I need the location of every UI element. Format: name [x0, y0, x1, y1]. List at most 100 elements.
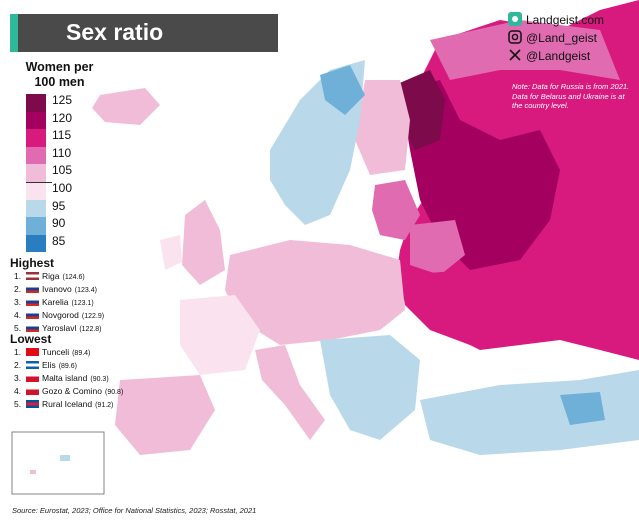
rank-row: 4. Novgorod (122.9) [14, 310, 104, 320]
lowest-heading: Lowest [10, 332, 52, 346]
rank-row: 5. Yaroslavl (122.8) [14, 323, 102, 333]
inset-box [11, 431, 105, 495]
rank-name: Karelia [42, 297, 69, 307]
rank-value: (90.8) [105, 389, 124, 396]
flag-icon [26, 298, 39, 306]
legend-label: 95 [52, 198, 66, 213]
legend-title: Women per 100 men [12, 60, 107, 90]
legend-label: 115 [52, 128, 72, 143]
region-france [180, 295, 260, 375]
data-note: Note: Data for Russia is from 2021. Data… [512, 82, 630, 110]
legend-title-line2: 100 men [34, 75, 85, 89]
flag-icon [26, 361, 39, 369]
legend-swatch [26, 199, 46, 218]
x-link[interactable]: @Landgeist [508, 48, 590, 64]
rank-row: 2. Elis (89.6) [14, 360, 77, 370]
region-iceland [92, 88, 160, 125]
rank-number: 5. [14, 399, 22, 409]
legend-swatch [26, 94, 46, 112]
rank-number: 1. [14, 271, 22, 281]
rank-name: Yaroslavl [42, 323, 77, 333]
flag-icon [26, 400, 39, 408]
rank-number: 2. [14, 284, 22, 294]
flag-icon [26, 348, 39, 356]
region-finland [355, 80, 410, 175]
rank-number: 2. [14, 360, 22, 370]
rank-value: (91.2) [95, 402, 114, 409]
map-title: Sex ratio [66, 19, 164, 45]
legend-swatch [26, 129, 46, 147]
rank-value: (89.6) [58, 363, 77, 370]
rank-value: (90.3) [90, 376, 109, 383]
rank-number: 5. [14, 323, 22, 333]
x-label: @Landgeist [526, 49, 591, 63]
website-link[interactable]: Landgeist.com [508, 12, 604, 28]
rank-name: Tunceli [42, 347, 70, 357]
legend-swatch [26, 181, 46, 200]
title-banner: Sex ratio [10, 14, 278, 52]
instagram-icon [508, 30, 522, 44]
rank-value: (123.1) [71, 300, 94, 307]
rank-name: Malta island [42, 373, 88, 383]
rank-number: 3. [14, 297, 22, 307]
legend-title-line1: Women per [25, 60, 94, 74]
region-baltics [372, 180, 420, 240]
rank-row: 1. Riga (124.6) [14, 271, 85, 281]
legend-label: 110 [52, 145, 72, 160]
region-balkans [320, 335, 420, 440]
rank-name: Novgorod [42, 310, 79, 320]
highest-heading: Highest [10, 256, 55, 270]
flag-icon [26, 272, 39, 280]
rank-row: 1. Tunceli (89.4) [14, 347, 90, 357]
legend-color-bar [26, 94, 46, 253]
x-icon [509, 49, 521, 61]
rank-value: (122.9) [81, 313, 105, 320]
flag-icon [26, 387, 39, 395]
region-central-europe [225, 240, 405, 345]
website-label: Landgeist.com [526, 13, 605, 27]
region-italy [255, 345, 325, 440]
rank-number: 4. [14, 310, 22, 320]
legend-swatch [26, 146, 46, 165]
region-ukraine [400, 270, 560, 345]
rank-value: (122.8) [79, 326, 102, 333]
instagram-label: @Land_geist [526, 31, 597, 45]
legend-label: 120 [52, 110, 73, 125]
legend-swatch [26, 111, 46, 130]
rank-value: (123.4) [74, 287, 97, 294]
legend-swatch [26, 164, 46, 182]
rank-name: Elis [42, 360, 56, 370]
region-turkey [420, 370, 639, 455]
region-kola [430, 20, 620, 80]
legend-label: 105 [52, 163, 73, 178]
legend-tick-100 [26, 182, 52, 183]
legend-label: 100 [52, 181, 73, 195]
flag-icon [26, 311, 39, 319]
inset-island [60, 455, 70, 461]
region-iberia [115, 375, 215, 455]
legend-swatch [26, 217, 46, 235]
instagram-link[interactable]: @Land_geist [508, 30, 597, 46]
region-belarus [410, 220, 465, 275]
region-ireland [160, 235, 182, 270]
region-norway-north [320, 65, 365, 115]
legend-label: 90 [52, 216, 66, 231]
inset-island [30, 470, 36, 474]
rank-name: Ivanovo [42, 284, 72, 294]
rank-row: 5. Rural Iceland (91.2) [14, 399, 113, 409]
legend-swatch [26, 234, 46, 253]
region-uk [182, 200, 225, 285]
rank-name: Riga [42, 271, 60, 281]
legend-label: 85 [52, 233, 66, 248]
rank-name: Rural Iceland [42, 399, 93, 409]
rank-name: Gozo & Comino [42, 386, 102, 396]
rank-row: 4. Gozo & Comino (90.8) [14, 386, 123, 396]
source-text: Source: Eurostat, 2023; Office for Natio… [12, 506, 257, 515]
rank-value: (124.6) [62, 274, 85, 281]
rank-row: 2. Ivanovo (123.4) [14, 284, 97, 294]
flag-icon [26, 285, 39, 293]
flag-icon [26, 324, 39, 332]
rank-row: 3. Malta island (90.3) [14, 373, 109, 383]
rank-row: 3. Karelia (123.1) [14, 297, 94, 307]
